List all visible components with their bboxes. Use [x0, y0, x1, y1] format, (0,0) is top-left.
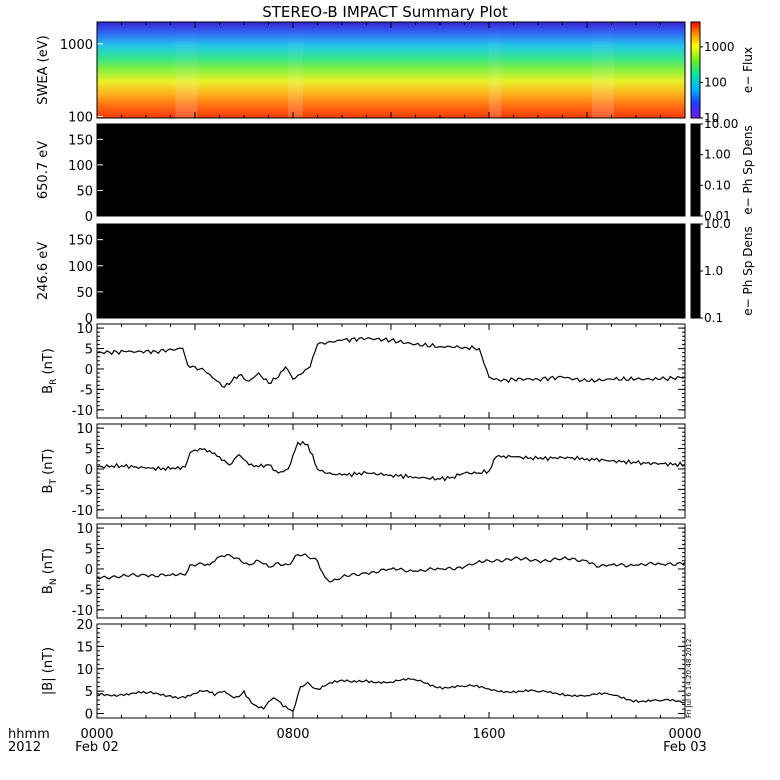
- panel-frame: [96, 423, 686, 519]
- spectrogram-band: [489, 22, 502, 118]
- y-axis-label: BT (nT): [41, 449, 59, 494]
- colorbar-tick-label: 0.1: [704, 311, 723, 325]
- y-axis-label: SWEA (eV): [36, 35, 51, 104]
- series-line: [96, 677, 686, 713]
- colorbar: [690, 21, 701, 119]
- y-tick-label: 10: [76, 422, 93, 437]
- y-tick-label: 10: [76, 322, 93, 337]
- spectrogram-fill: [97, 224, 685, 318]
- spectrogram-band: [591, 22, 614, 118]
- y-tick-label: 5: [85, 443, 93, 458]
- y-tick-label: 5: [85, 685, 93, 700]
- y-tick-label: -10: [72, 504, 93, 519]
- colorbar-label: e− Ph Sp Dens: [741, 125, 755, 214]
- panel-2: 0 50 100 150 0.01 0.10 1.00 10.00e− Ph Sp Dens 6…: [36, 117, 755, 225]
- plot-title: STEREO-B IMPACT Summary Plot: [262, 3, 508, 21]
- colorbar-tick-label: 100: [704, 75, 727, 89]
- colorbar-tick-label: 0.01: [704, 209, 731, 223]
- y-tick-label: 0: [85, 708, 93, 723]
- y-axis-label: BN (nT): [41, 548, 59, 594]
- colorbar-tick-label: 0.10: [704, 178, 731, 192]
- corner-label-top: hhmm: [8, 727, 50, 742]
- y-axis-label: BR (nT): [41, 348, 59, 394]
- corner-label-bottom: 2012: [8, 740, 41, 755]
- colorbar-tick-label: 10.00: [704, 117, 738, 131]
- y-tick-label: 1000: [60, 38, 93, 53]
- y-tick-label: 15: [76, 640, 93, 655]
- y-tick-label: 5: [85, 543, 93, 558]
- y-tick-label: -10: [72, 404, 93, 419]
- panel-frame: [96, 623, 686, 719]
- panel-7: 0 5 10 15 20 |B| (nT): [41, 618, 686, 723]
- colorbar-tick-label: 10: [704, 111, 719, 125]
- y-tick-label: 50: [76, 184, 93, 199]
- panel-1: 100 1000 10 100 1000 e− Flux SWEA (eV): [36, 21, 755, 125]
- x-tick-label: 0000: [668, 727, 701, 742]
- y-tick-label: -5: [80, 383, 93, 398]
- y-tick-label: 0: [85, 312, 93, 327]
- y-tick-label: 5: [85, 343, 93, 358]
- panel-frame: [96, 323, 686, 419]
- x-tick-sublabel: Feb 02: [75, 740, 119, 755]
- spectrogram-band: [288, 22, 303, 118]
- y-tick-label: 150: [68, 133, 93, 148]
- y-tick-label: 10: [76, 663, 93, 678]
- y-axis-label: 650.7 eV: [36, 141, 51, 199]
- y-tick-label: 0: [85, 210, 93, 225]
- spectrogram-fill: [97, 124, 685, 216]
- series-line: [96, 553, 686, 583]
- colorbar-tick-label: 1.00: [704, 148, 731, 162]
- panel-6: -10 -5 0 5 10 BN (nT): [41, 522, 686, 619]
- x-tick-label: 0800: [276, 727, 309, 742]
- colorbar-tick-label: 1000: [704, 40, 735, 54]
- y-axis-label: |B| (nT): [41, 647, 56, 695]
- timestamp-stamp: Fri Jul 6 14:20:48 2012: [685, 639, 693, 718]
- spectrogram-band: [175, 22, 198, 118]
- y-tick-label: 100: [68, 260, 93, 275]
- series-line: [96, 336, 686, 389]
- y-tick-label: 100: [68, 110, 93, 125]
- y-tick-label: -10: [72, 604, 93, 619]
- y-axis-label: 246.6 eV: [36, 242, 51, 300]
- colorbar: [690, 123, 701, 217]
- y-tick-label: 0: [85, 563, 93, 578]
- x-tick-label: 0000: [80, 727, 113, 742]
- series-line: [96, 440, 686, 482]
- panel-4: -10 -5 0 5 10 BR (nT): [41, 322, 686, 419]
- colorbar: [690, 223, 701, 319]
- colorbar-tick-label: 10.0: [704, 217, 731, 231]
- x-tick-sublabel: Feb 03: [663, 740, 707, 755]
- y-tick-label: 20: [76, 618, 93, 633]
- y-tick-label: 50: [76, 286, 93, 301]
- y-tick-label: 150: [68, 234, 93, 249]
- colorbar-label: e− Ph Sp Dens: [741, 226, 755, 315]
- colorbar-tick-label: 1.0: [704, 264, 723, 278]
- x-tick-label: 1600: [472, 727, 505, 742]
- y-tick-label: 0: [85, 463, 93, 478]
- panel-3: 0 50 100 150 0.1 1.0 10.0 e− Ph Sp Dens 246.6 eV: [36, 217, 755, 327]
- panel-frame: [96, 523, 686, 619]
- y-tick-label: 0: [85, 363, 93, 378]
- panel-5: -10 -5 0 5 10 BT (nT): [41, 422, 686, 519]
- y-tick-label: 100: [68, 159, 93, 174]
- y-tick-label: -5: [80, 483, 93, 498]
- y-tick-label: -5: [80, 583, 93, 598]
- colorbar-label: e− Flux: [741, 47, 755, 93]
- y-tick-label: 10: [76, 522, 93, 537]
